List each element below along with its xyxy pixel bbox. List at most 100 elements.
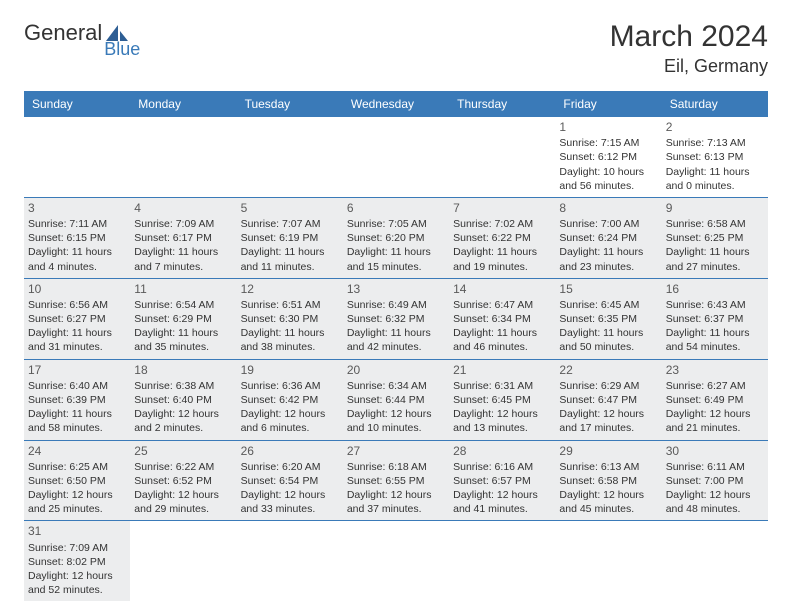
- calendar-cell: 4Sunrise: 7:09 AMSunset: 6:17 PMDaylight…: [130, 198, 236, 278]
- sunset-text: Sunset: 6:27 PM: [28, 312, 126, 326]
- calendar-cell: 26Sunrise: 6:20 AMSunset: 6:54 PMDayligh…: [237, 441, 343, 521]
- sunset-text: Sunset: 6:49 PM: [666, 393, 764, 407]
- sunrise-text: Sunrise: 6:51 AM: [241, 298, 339, 312]
- sunset-text: Sunset: 6:35 PM: [559, 312, 657, 326]
- daylight-text2: and 11 minutes.: [241, 260, 339, 274]
- sunset-text: Sunset: 6:44 PM: [347, 393, 445, 407]
- weeks-container: 1Sunrise: 7:15 AMSunset: 6:12 PMDaylight…: [24, 117, 768, 601]
- sunrise-text: Sunrise: 6:45 AM: [559, 298, 657, 312]
- sunset-text: Sunset: 6:40 PM: [134, 393, 232, 407]
- header: General Blue March 2024 Eil, Germany: [24, 20, 768, 77]
- daylight-text2: and 52 minutes.: [28, 583, 126, 597]
- daylight-text2: and 31 minutes.: [28, 340, 126, 354]
- sunrise-text: Sunrise: 7:09 AM: [28, 541, 126, 555]
- sunrise-text: Sunrise: 7:07 AM: [241, 217, 339, 231]
- sunset-text: Sunset: 6:39 PM: [28, 393, 126, 407]
- header-right: March 2024 Eil, Germany: [610, 20, 768, 77]
- sunset-text: Sunset: 6:32 PM: [347, 312, 445, 326]
- sunrise-text: Sunrise: 6:27 AM: [666, 379, 764, 393]
- calendar-cell: 18Sunrise: 6:38 AMSunset: 6:40 PMDayligh…: [130, 360, 236, 440]
- sunrise-text: Sunrise: 6:56 AM: [28, 298, 126, 312]
- month-title: March 2024: [610, 20, 768, 54]
- calendar-cell: 15Sunrise: 6:45 AMSunset: 6:35 PMDayligh…: [555, 279, 661, 359]
- logo-text2: Blue: [104, 39, 140, 60]
- daylight-text: Daylight: 11 hours: [134, 245, 232, 259]
- daylight-text2: and 25 minutes.: [28, 502, 126, 516]
- daylight-text: Daylight: 12 hours: [28, 488, 126, 502]
- sunset-text: Sunset: 6:15 PM: [28, 231, 126, 245]
- day-header: Wednesday: [343, 91, 449, 117]
- calendar-cell: 5Sunrise: 7:07 AMSunset: 6:19 PMDaylight…: [237, 198, 343, 278]
- sunrise-text: Sunrise: 6:47 AM: [453, 298, 551, 312]
- week-row: 10Sunrise: 6:56 AMSunset: 6:27 PMDayligh…: [24, 279, 768, 360]
- day-number: 20: [347, 362, 445, 378]
- daylight-text2: and 17 minutes.: [559, 421, 657, 435]
- sunset-text: Sunset: 6:54 PM: [241, 474, 339, 488]
- calendar-cell: 20Sunrise: 6:34 AMSunset: 6:44 PMDayligh…: [343, 360, 449, 440]
- day-number: 30: [666, 443, 764, 459]
- sunset-text: Sunset: 6:17 PM: [134, 231, 232, 245]
- day-number: 19: [241, 362, 339, 378]
- day-number: 21: [453, 362, 551, 378]
- day-header: Friday: [555, 91, 661, 117]
- week-row: 31Sunrise: 7:09 AMSunset: 8:02 PMDayligh…: [24, 521, 768, 601]
- calendar-cell: 19Sunrise: 6:36 AMSunset: 6:42 PMDayligh…: [237, 360, 343, 440]
- daylight-text2: and 38 minutes.: [241, 340, 339, 354]
- calendar-cell: 30Sunrise: 6:11 AMSunset: 7:00 PMDayligh…: [662, 441, 768, 521]
- daylight-text2: and 45 minutes.: [559, 502, 657, 516]
- calendar-cell: [343, 117, 449, 197]
- daylight-text: Daylight: 11 hours: [666, 165, 764, 179]
- daylight-text2: and 56 minutes.: [559, 179, 657, 193]
- day-number: 14: [453, 281, 551, 297]
- sunrise-text: Sunrise: 7:09 AM: [134, 217, 232, 231]
- logo: General Blue: [24, 20, 140, 46]
- sunrise-text: Sunrise: 6:29 AM: [559, 379, 657, 393]
- logo-text1: General: [24, 20, 102, 46]
- sunset-text: Sunset: 6:29 PM: [134, 312, 232, 326]
- calendar-cell: 12Sunrise: 6:51 AMSunset: 6:30 PMDayligh…: [237, 279, 343, 359]
- sunrise-text: Sunrise: 6:20 AM: [241, 460, 339, 474]
- daylight-text: Daylight: 10 hours: [559, 165, 657, 179]
- daylight-text2: and 15 minutes.: [347, 260, 445, 274]
- calendar-cell: 29Sunrise: 6:13 AMSunset: 6:58 PMDayligh…: [555, 441, 661, 521]
- sunrise-text: Sunrise: 6:49 AM: [347, 298, 445, 312]
- daylight-text: Daylight: 11 hours: [241, 326, 339, 340]
- daylight-text: Daylight: 11 hours: [666, 245, 764, 259]
- day-number: 7: [453, 200, 551, 216]
- calendar-cell: [24, 117, 130, 197]
- sunrise-text: Sunrise: 6:22 AM: [134, 460, 232, 474]
- sunset-text: Sunset: 6:50 PM: [28, 474, 126, 488]
- sunset-text: Sunset: 8:02 PM: [28, 555, 126, 569]
- day-number: 18: [134, 362, 232, 378]
- daylight-text2: and 48 minutes.: [666, 502, 764, 516]
- daylight-text2: and 54 minutes.: [666, 340, 764, 354]
- calendar-cell: 25Sunrise: 6:22 AMSunset: 6:52 PMDayligh…: [130, 441, 236, 521]
- sunset-text: Sunset: 6:45 PM: [453, 393, 551, 407]
- sunset-text: Sunset: 6:24 PM: [559, 231, 657, 245]
- day-number: 27: [347, 443, 445, 459]
- daylight-text2: and 23 minutes.: [559, 260, 657, 274]
- day-number: 13: [347, 281, 445, 297]
- daylight-text2: and 13 minutes.: [453, 421, 551, 435]
- sunset-text: Sunset: 7:00 PM: [666, 474, 764, 488]
- daylight-text2: and 46 minutes.: [453, 340, 551, 354]
- daylight-text: Daylight: 11 hours: [666, 326, 764, 340]
- day-header: Tuesday: [237, 91, 343, 117]
- calendar-cell: [449, 117, 555, 197]
- daylight-text2: and 42 minutes.: [347, 340, 445, 354]
- daylight-text: Daylight: 12 hours: [666, 407, 764, 421]
- calendar-cell: [237, 117, 343, 197]
- week-row: 24Sunrise: 6:25 AMSunset: 6:50 PMDayligh…: [24, 441, 768, 522]
- sunset-text: Sunset: 6:47 PM: [559, 393, 657, 407]
- daylight-text: Daylight: 11 hours: [28, 245, 126, 259]
- day-header: Monday: [130, 91, 236, 117]
- day-header-row: SundayMondayTuesdayWednesdayThursdayFrid…: [24, 91, 768, 117]
- daylight-text: Daylight: 12 hours: [28, 569, 126, 583]
- calendar-cell: 10Sunrise: 6:56 AMSunset: 6:27 PMDayligh…: [24, 279, 130, 359]
- calendar-cell: [130, 521, 236, 601]
- calendar-cell: [343, 521, 449, 601]
- daylight-text: Daylight: 11 hours: [347, 326, 445, 340]
- daylight-text: Daylight: 11 hours: [559, 326, 657, 340]
- calendar-cell: 13Sunrise: 6:49 AMSunset: 6:32 PMDayligh…: [343, 279, 449, 359]
- sunset-text: Sunset: 6:37 PM: [666, 312, 764, 326]
